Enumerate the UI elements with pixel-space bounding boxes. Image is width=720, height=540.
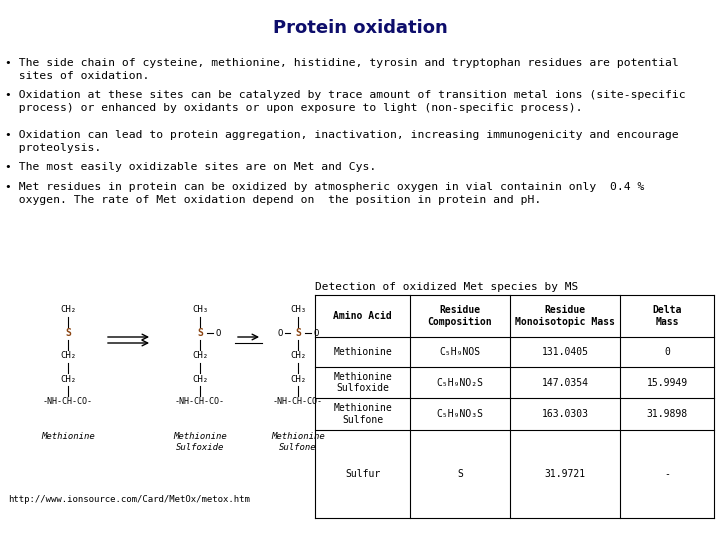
Text: Methionine
Sulfoxide: Methionine Sulfoxide	[333, 372, 392, 393]
Text: CH₂: CH₂	[60, 352, 76, 361]
Text: S: S	[457, 469, 463, 479]
Text: Methionine: Methionine	[41, 432, 95, 441]
Text: CH₂: CH₂	[60, 306, 76, 314]
Text: O: O	[277, 328, 283, 338]
Text: CH₂: CH₂	[60, 375, 76, 383]
Text: 0: 0	[664, 347, 670, 357]
Text: • Met residues in protein can be oxidized by atmospheric oxygen in vial containi: • Met residues in protein can be oxidize…	[5, 182, 644, 205]
Text: O: O	[215, 328, 221, 338]
Text: -NH-CH-CO-: -NH-CH-CO-	[273, 397, 323, 407]
Text: Detection of oxidized Met species by MS: Detection of oxidized Met species by MS	[315, 282, 578, 292]
Text: Protein oxidation: Protein oxidation	[273, 19, 447, 37]
Text: C₅H₉NOS: C₅H₉NOS	[439, 347, 480, 357]
Text: Residue
Monoisotopic Mass: Residue Monoisotopic Mass	[515, 305, 615, 327]
Text: • The side chain of cysteine, methionine, histidine, tyrosin and tryptophan resi: • The side chain of cysteine, methionine…	[5, 58, 679, 81]
Text: Sulfur: Sulfur	[345, 469, 380, 479]
Text: CH₂: CH₂	[192, 352, 208, 361]
Text: 131.0405: 131.0405	[541, 347, 588, 357]
Text: • The most easily oxidizable sites are on Met and Cys.: • The most easily oxidizable sites are o…	[5, 162, 377, 172]
Text: S: S	[65, 328, 71, 338]
Text: CH₂: CH₂	[290, 352, 306, 361]
Text: 163.0303: 163.0303	[541, 409, 588, 419]
Text: http://www.ionsource.com/Card/MetOx/metox.htm: http://www.ionsource.com/Card/MetOx/meto…	[8, 496, 250, 504]
Text: S: S	[295, 328, 301, 338]
Text: C₅H₉NO₂S: C₅H₉NO₂S	[436, 377, 484, 388]
Text: Methionine
Sulfoxide: Methionine Sulfoxide	[173, 432, 227, 452]
Text: Methionine: Methionine	[333, 347, 392, 357]
Text: 147.0354: 147.0354	[541, 377, 588, 388]
Text: Methionine
Sulfone: Methionine Sulfone	[271, 432, 325, 452]
Text: • Oxidation can lead to protein aggregation, inactivation, increasing immunogeni: • Oxidation can lead to protein aggregat…	[5, 130, 679, 153]
Text: CH₂: CH₂	[290, 375, 306, 383]
Text: CH₃: CH₃	[192, 306, 208, 314]
Text: CH₂: CH₂	[192, 375, 208, 383]
Text: • Oxidation at these sites can be catalyzed by trace amount of transition metal : • Oxidation at these sites can be cataly…	[5, 90, 685, 113]
Text: 31.9721: 31.9721	[544, 469, 585, 479]
Text: Delta
Mass: Delta Mass	[652, 305, 682, 327]
Text: C₅H₉NO₃S: C₅H₉NO₃S	[436, 409, 484, 419]
Text: Methionine
Sulfone: Methionine Sulfone	[333, 403, 392, 425]
Text: -NH-CH-CO-: -NH-CH-CO-	[43, 397, 93, 407]
Text: 31.9898: 31.9898	[647, 409, 688, 419]
Text: S: S	[197, 328, 203, 338]
Text: -NH-CH-CO-: -NH-CH-CO-	[175, 397, 225, 407]
Text: -: -	[664, 469, 670, 479]
Text: CH₃: CH₃	[290, 306, 306, 314]
Text: O: O	[313, 328, 319, 338]
Text: Amino Acid: Amino Acid	[333, 311, 392, 321]
Text: Residue
Composition: Residue Composition	[428, 305, 492, 327]
Text: 15.9949: 15.9949	[647, 377, 688, 388]
